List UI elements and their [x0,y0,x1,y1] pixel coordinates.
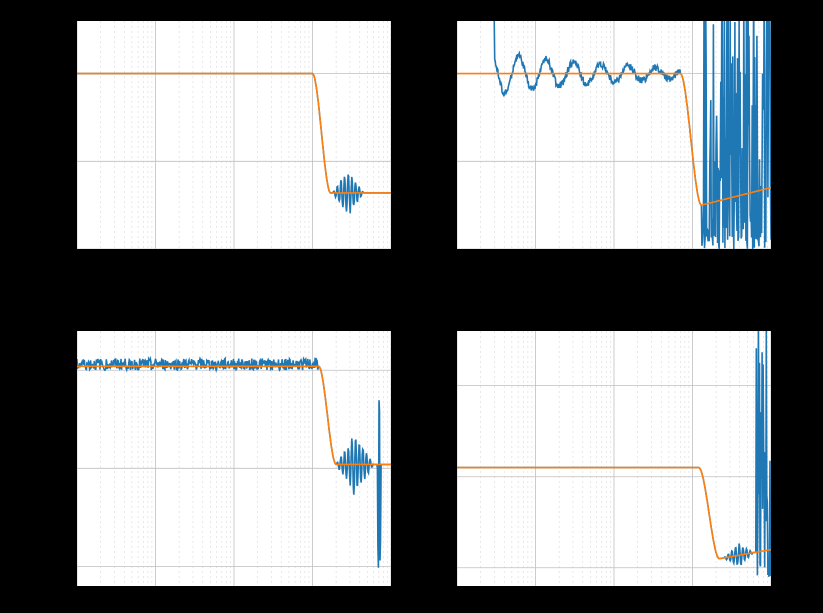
plot-area [77,21,391,249]
grid [77,21,391,249]
panel-top-right [456,20,772,250]
plot-area [457,331,771,586]
plot-area [457,21,771,249]
panel-bottom-right [456,330,772,587]
panel-top-left [76,20,392,250]
plot-svg [77,331,391,586]
grid [457,331,771,586]
panel-bottom-left [76,330,392,587]
plot-svg [77,21,391,249]
plot-svg [457,331,771,586]
plot-area [77,331,391,586]
plot-svg [457,21,771,249]
